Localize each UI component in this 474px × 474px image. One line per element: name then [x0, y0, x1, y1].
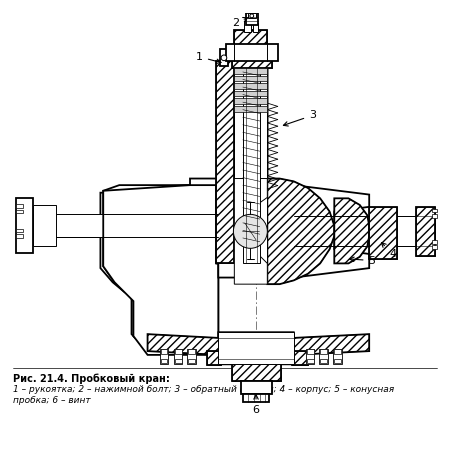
Circle shape: [233, 214, 267, 248]
Bar: [244, 21, 251, 32]
Bar: [16, 214, 100, 237]
Bar: [231, 59, 272, 68]
Bar: [234, 68, 267, 74]
Bar: [292, 351, 308, 365]
Text: 3: 3: [283, 110, 316, 126]
Bar: [220, 49, 228, 66]
Bar: [231, 365, 281, 381]
Bar: [234, 30, 267, 61]
Bar: [16, 204, 23, 208]
Bar: [432, 214, 437, 218]
Bar: [234, 83, 267, 89]
Bar: [334, 359, 341, 364]
Bar: [319, 349, 328, 365]
Bar: [56, 214, 245, 237]
Bar: [432, 209, 437, 212]
Text: 6: 6: [253, 395, 260, 415]
Bar: [369, 207, 398, 259]
Bar: [320, 349, 327, 354]
Text: 1: 1: [196, 52, 221, 64]
Bar: [226, 44, 278, 61]
Bar: [207, 351, 221, 365]
Bar: [307, 359, 313, 364]
Polygon shape: [267, 61, 327, 266]
Bar: [188, 349, 195, 354]
Bar: [161, 359, 167, 364]
Polygon shape: [334, 198, 369, 264]
Bar: [369, 216, 435, 246]
Bar: [16, 228, 23, 232]
Bar: [219, 332, 294, 365]
Polygon shape: [103, 179, 219, 355]
Polygon shape: [103, 185, 219, 355]
Bar: [334, 349, 341, 354]
Bar: [306, 349, 314, 365]
Bar: [234, 99, 267, 104]
Bar: [234, 91, 267, 97]
Bar: [246, 13, 258, 25]
Bar: [292, 351, 308, 365]
Circle shape: [221, 55, 227, 61]
Polygon shape: [217, 185, 369, 278]
Polygon shape: [234, 179, 267, 284]
Bar: [16, 198, 33, 253]
Bar: [234, 61, 267, 264]
Polygon shape: [100, 185, 219, 353]
Bar: [241, 381, 272, 394]
Bar: [16, 210, 23, 213]
Bar: [234, 30, 267, 61]
Bar: [16, 234, 23, 238]
Bar: [207, 351, 221, 365]
Polygon shape: [267, 179, 334, 284]
Bar: [175, 349, 182, 354]
Text: Рис. 21.4. Пробковый кран:: Рис. 21.4. Пробковый кран:: [13, 374, 170, 384]
Bar: [416, 207, 435, 256]
Text: 1 – рукоятка; 2 – нажимной болт; 3 – обратный клапан; 4 – корпус; 5 – конусная: 1 – рукоятка; 2 – нажимной болт; 3 – обр…: [13, 385, 394, 394]
Bar: [320, 359, 327, 364]
Bar: [369, 207, 398, 259]
Bar: [160, 349, 168, 365]
Bar: [33, 205, 56, 246]
Circle shape: [250, 14, 254, 18]
Text: пробка; 6 – винт: пробка; 6 – винт: [13, 396, 91, 405]
Bar: [161, 349, 167, 354]
Bar: [247, 13, 256, 18]
Bar: [174, 349, 182, 365]
Bar: [243, 394, 269, 402]
Bar: [187, 349, 196, 365]
Bar: [175, 359, 182, 364]
Bar: [432, 240, 437, 244]
Text: 2: 2: [232, 18, 247, 28]
Bar: [253, 23, 258, 32]
Bar: [234, 76, 267, 82]
Bar: [231, 365, 281, 381]
Bar: [188, 359, 195, 364]
Bar: [234, 106, 267, 111]
Bar: [333, 349, 342, 365]
Text: 4: 4: [382, 243, 396, 259]
Bar: [243, 68, 260, 264]
Polygon shape: [147, 332, 369, 365]
Bar: [231, 59, 272, 68]
Bar: [416, 207, 435, 256]
Text: 5: 5: [350, 255, 375, 265]
Bar: [307, 349, 313, 354]
Polygon shape: [217, 61, 234, 264]
Bar: [432, 246, 437, 249]
